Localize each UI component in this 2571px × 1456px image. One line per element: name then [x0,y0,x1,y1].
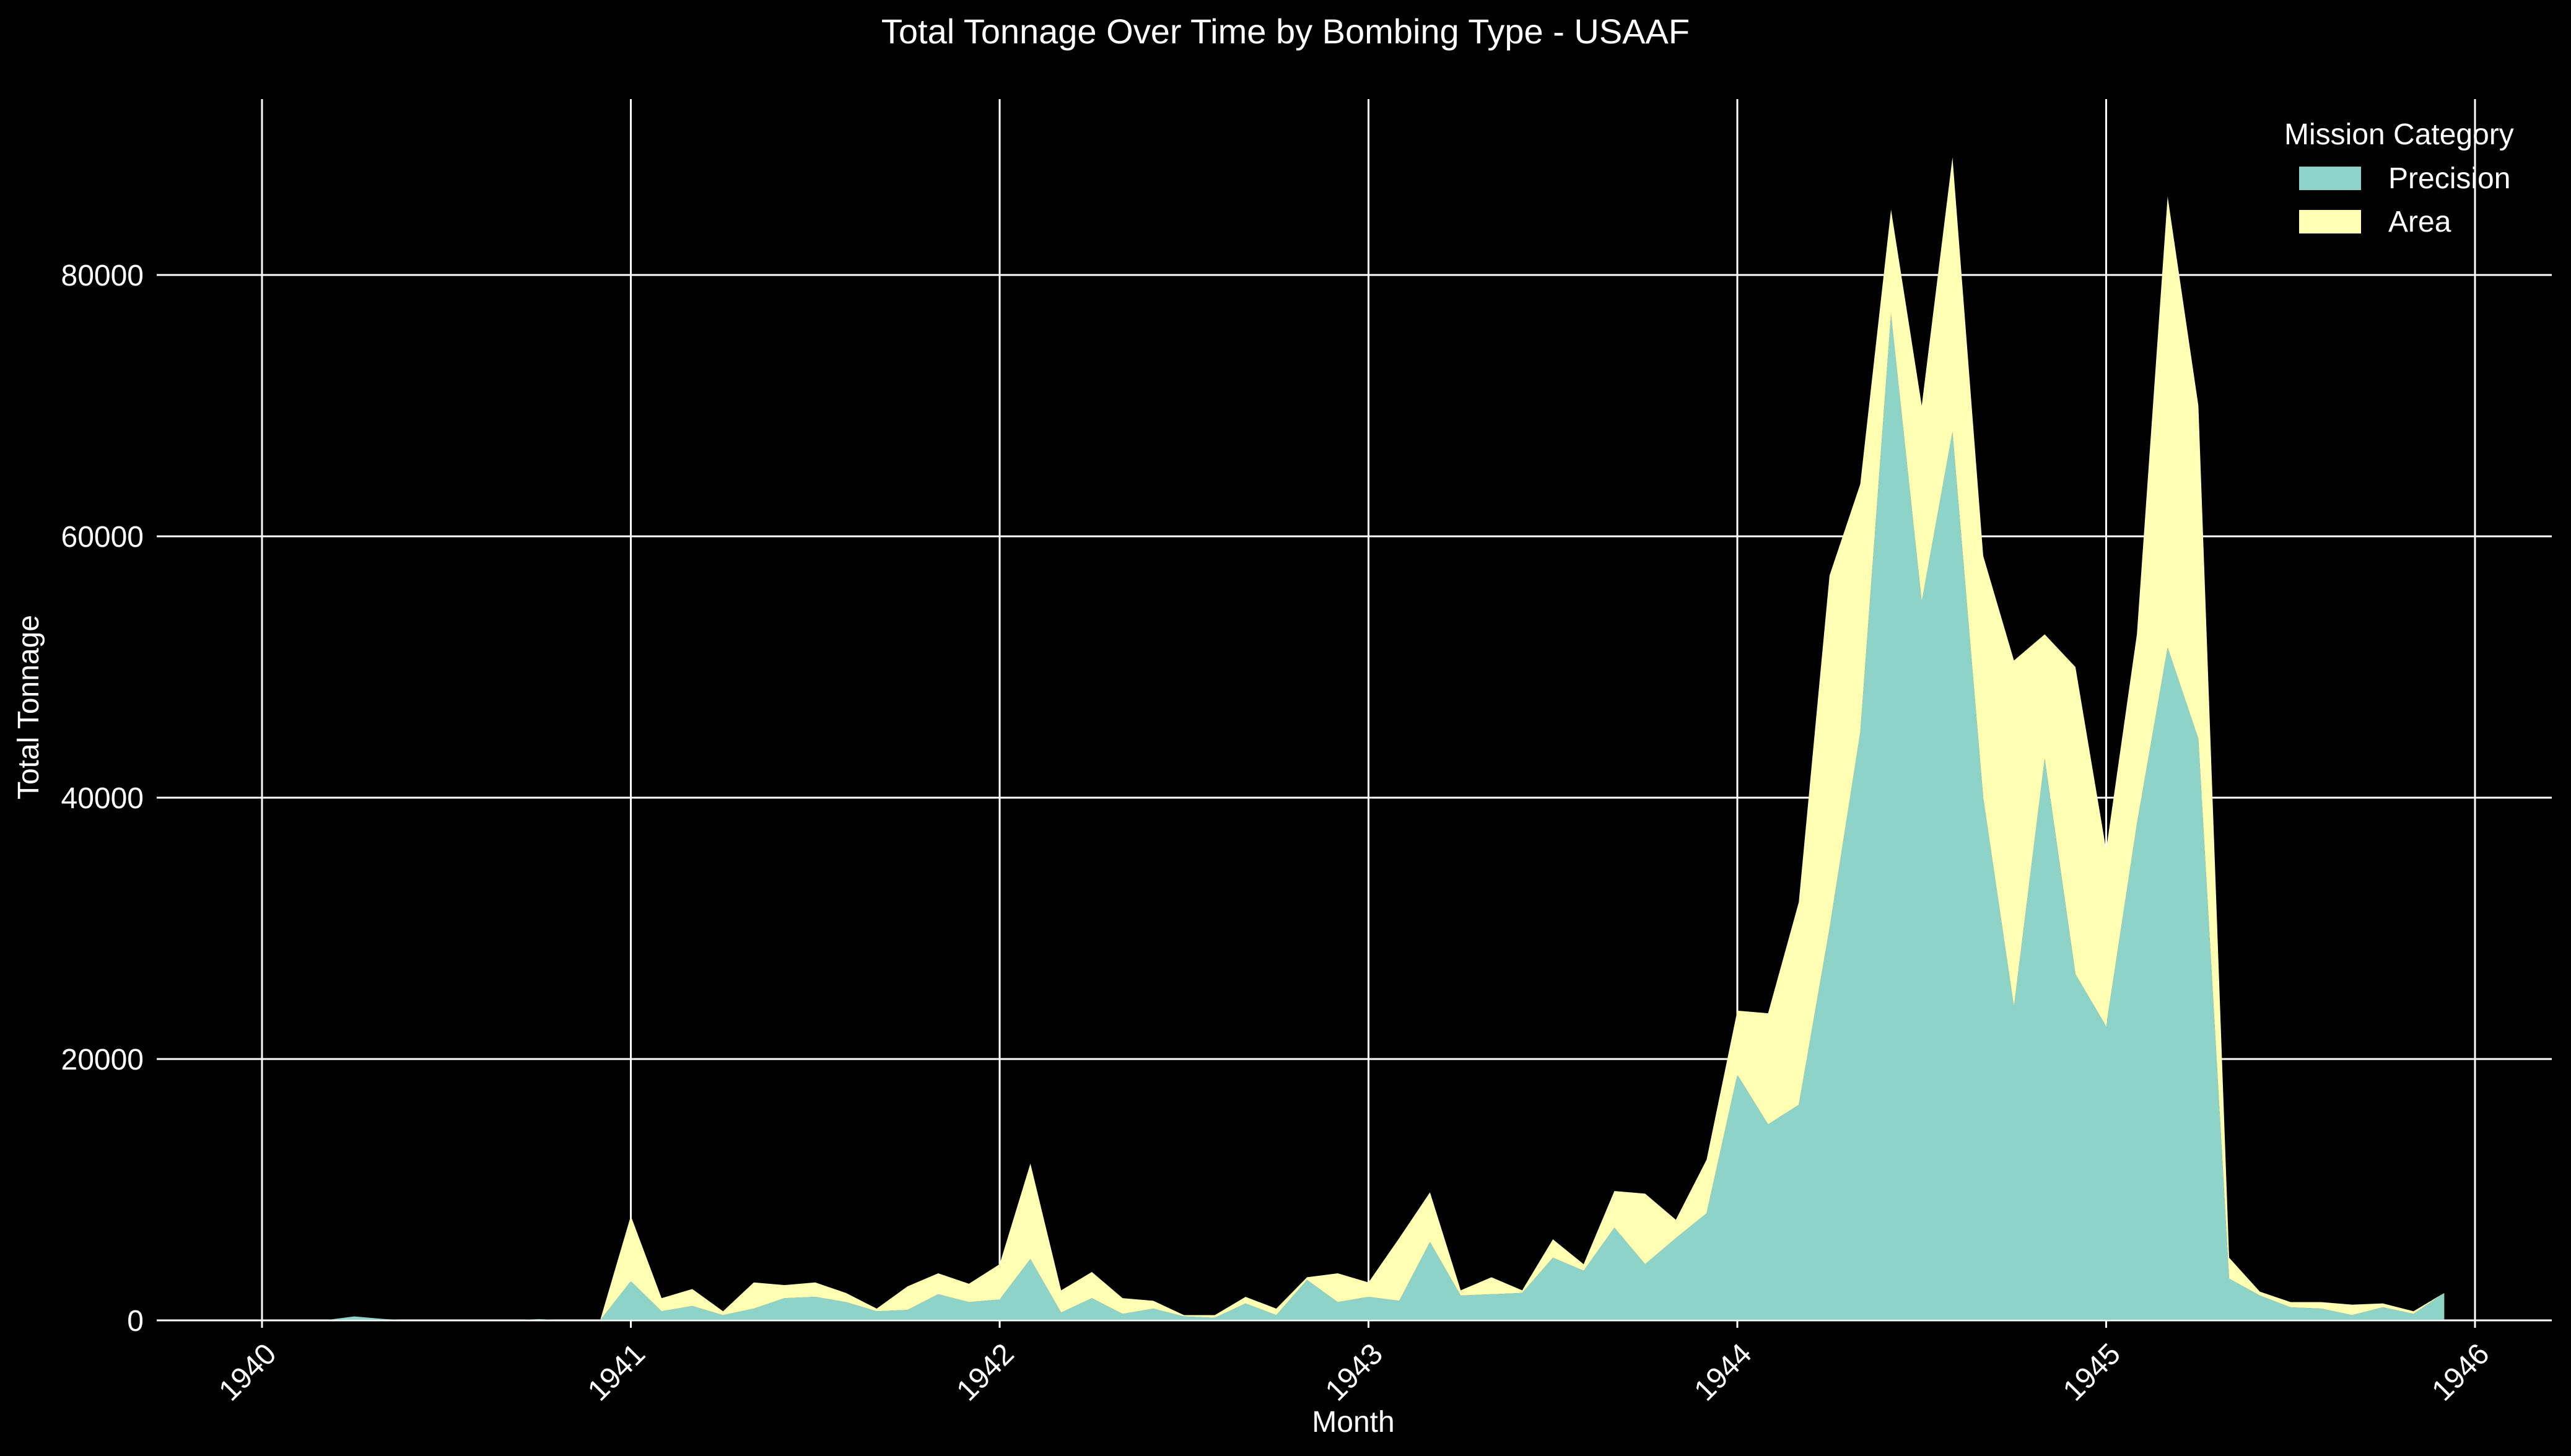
legend-item-precision: Precision [2284,157,2514,200]
x-tick-label-1944: 1944 [1688,1338,1758,1408]
y-tick-label-40000: 40000 [61,782,144,815]
x-tick-label-1940: 1940 [213,1338,283,1408]
legend-label-precision: Precision [2388,162,2511,195]
legend-title: Mission Category [2284,118,2514,151]
legend-swatch-area [2299,210,2361,233]
x-axis-label: Month [1312,1406,1394,1439]
chart-title: Total Tonnage Over Time by Bombing Type … [881,12,1690,51]
y-tick-label-20000: 20000 [61,1044,144,1076]
legend-label-area: Area [2388,205,2451,238]
x-tick-label-1943: 1943 [1319,1338,1389,1408]
y-tick-label-60000: 60000 [61,521,144,554]
area-series-area [262,157,2445,1321]
y-tick-label-80000: 80000 [61,259,144,292]
x-tick-label-1946: 1946 [2426,1338,2496,1408]
stacked-areas [262,157,2445,1321]
grid-lines [157,99,2552,1328]
legend-item-area: Area [2284,200,2514,243]
x-tick-label-1941: 1941 [582,1338,652,1408]
area-series-precision [262,314,2445,1320]
legend: Mission Category Precision Area [2284,118,2514,243]
legend-swatch-precision [2299,167,2361,190]
y-tick-label-0: 0 [127,1305,144,1338]
x-tick-label-1945: 1945 [2057,1338,2127,1408]
x-tick-label-1942: 1942 [951,1338,1021,1408]
y-axis-label: Total Tonnage [12,615,45,800]
